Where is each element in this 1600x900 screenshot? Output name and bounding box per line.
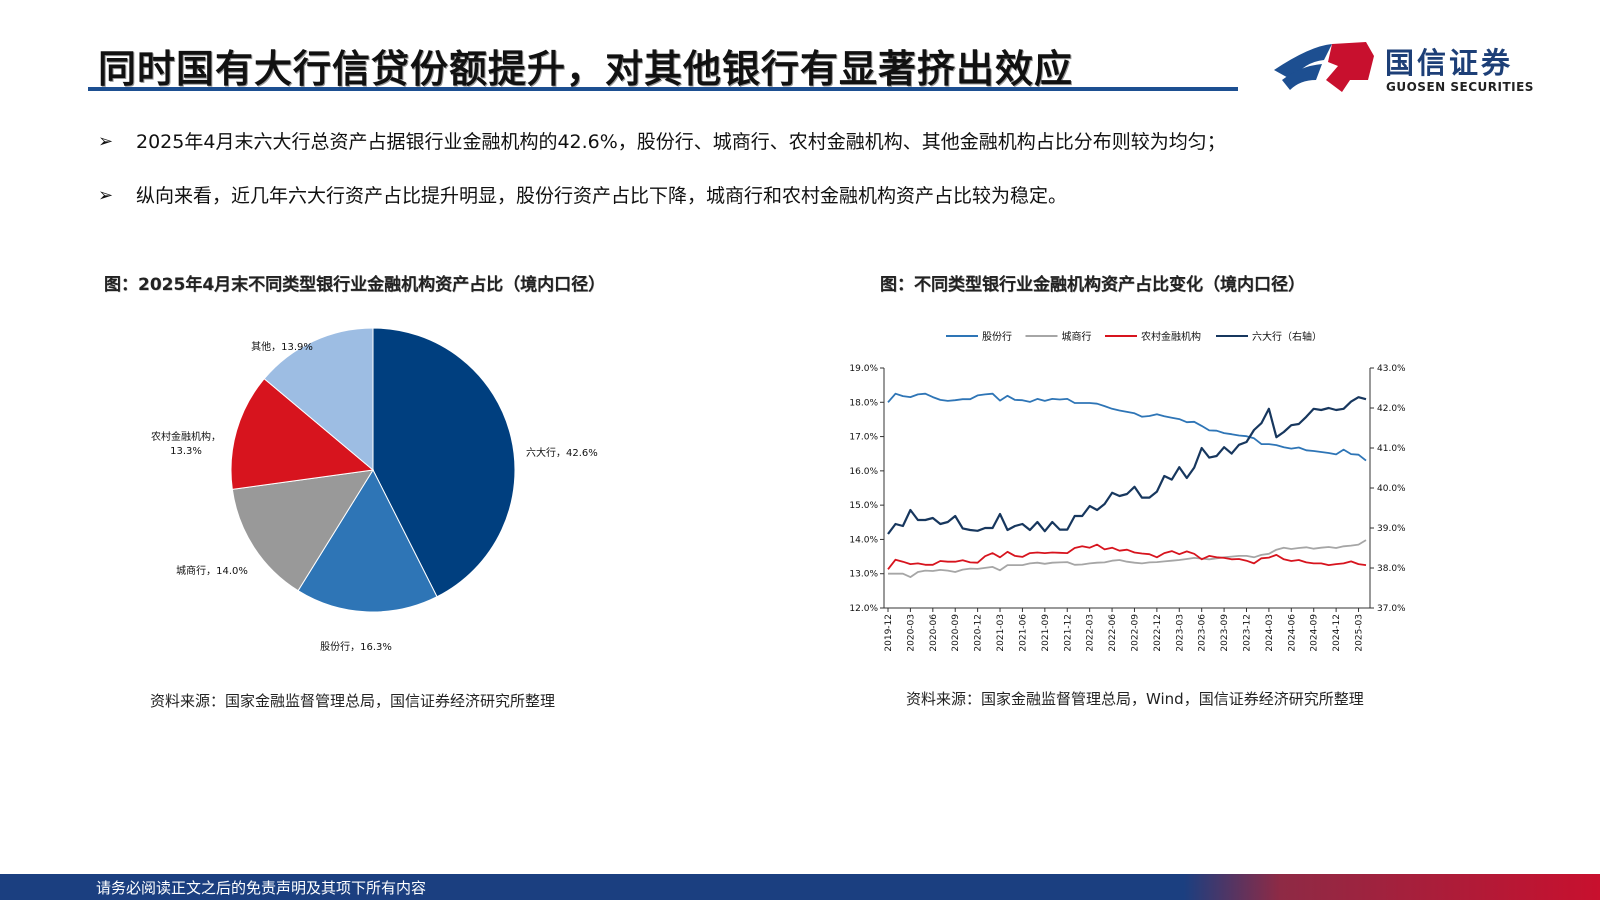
x-axis-tick-label: 2019-12 bbox=[884, 614, 894, 652]
x-axis-tick-label: 2022-12 bbox=[1153, 614, 1163, 652]
x-axis-tick-label: 2021-09 bbox=[1041, 614, 1051, 652]
bullet-text: 2025年4月末六大行总资产占据银行业金融机构的42.6%，股份行、城商行、农村… bbox=[136, 131, 1226, 153]
pie-slice-label: 其他，13.9% bbox=[251, 340, 313, 353]
right-axis-tick-label: 40.0% bbox=[1377, 484, 1406, 494]
guosen-logo: 国信证券 GUOSEN SECURITIES bbox=[1270, 36, 1570, 96]
x-axis-tick-label: 2025-03 bbox=[1355, 614, 1365, 652]
line-chart: 12.0% 13.0% 14.0% 15.0% 16.0% 17.0% 18.0% 19.0%… bbox=[849, 330, 1406, 652]
arrow-bullet-icon: ➢ bbox=[98, 131, 114, 152]
pie-slice-3 bbox=[231, 469, 374, 592]
legend-label: 股份行 bbox=[982, 330, 1012, 343]
right-axis-tick-label: 43.0% bbox=[1377, 364, 1406, 374]
left-axis-tick-label: 17.0% bbox=[849, 433, 878, 443]
legend-label: 六大行（右轴） bbox=[1252, 330, 1322, 343]
x-axis-tick-label: 2023-12 bbox=[1243, 614, 1253, 652]
right-axis-tick-label: 39.0% bbox=[1377, 524, 1406, 534]
logo-chinese-name: 国信证券 bbox=[1385, 46, 1514, 80]
series-line-3 bbox=[887, 543, 1367, 570]
x-axis-tick-label: 2022-03 bbox=[1086, 614, 1096, 652]
left-axis-tick-label: 19.0% bbox=[849, 364, 878, 374]
legend-label: 农村金融机构 bbox=[1141, 330, 1201, 343]
bullet-item: ➢ 纵向来看，近几年六大行资产占比提升明显，股份行资产占比下降，城商行和农村金融… bbox=[98, 182, 1558, 236]
left-axis-tick-label: 15.0% bbox=[849, 501, 878, 511]
x-axis-tick-label: 2020-03 bbox=[906, 614, 916, 652]
bullet-text: 纵向来看，近几年六大行资产占比提升明显，股份行资产占比下降，城商行和农村金融机构… bbox=[136, 185, 1068, 207]
bullet-item: ➢ 2025年4月末六大行总资产占据银行业金融机构的42.6%，股份行、城商行、… bbox=[98, 128, 1558, 182]
line-chart-caption: 图：不同类型银行业金融机构资产占比变化（境内口径） bbox=[880, 275, 1305, 295]
pie-slice-label: 六大行，42.6% bbox=[526, 446, 598, 459]
x-axis-tick-label: 2023-09 bbox=[1220, 614, 1230, 652]
pie-chart: 六大行，42.6% 股份行，16.3% 城商行，14.0% 农村金融机构， 13.3% 其… bbox=[151, 327, 598, 653]
pie-slice-label: 城商行，14.0% bbox=[176, 564, 248, 577]
line-chart-source: 资料来源：国家金融监督管理总局，Wind，国信证券经济研究所整理 bbox=[906, 690, 1364, 708]
arrow-bullet-icon: ➢ bbox=[98, 185, 114, 206]
left-axis-tick-label: 12.0% bbox=[849, 604, 878, 614]
legend-label: 城商行 bbox=[1062, 330, 1092, 343]
pie-slice-label: 股份行，16.3% bbox=[320, 640, 392, 653]
pie-slice-5 bbox=[263, 327, 374, 472]
x-axis-tick-label: 2020-12 bbox=[974, 614, 984, 652]
pie-slice-2 bbox=[297, 468, 438, 613]
left-axis-tick-label: 18.0% bbox=[849, 398, 878, 408]
x-axis-tick-label: 2024-12 bbox=[1332, 614, 1342, 652]
title-underline bbox=[88, 87, 1238, 91]
pie-slice-1 bbox=[372, 327, 516, 598]
left-axis-tick-label: 16.0% bbox=[849, 467, 878, 477]
series-line-4 bbox=[887, 396, 1367, 535]
series-line-2 bbox=[888, 539, 1367, 579]
x-axis-tick-label: 2024-03 bbox=[1265, 614, 1275, 652]
right-axis-tick-label: 38.0% bbox=[1377, 564, 1406, 574]
x-axis-tick-label: 2022-09 bbox=[1130, 614, 1140, 652]
x-axis-tick-label: 2020-09 bbox=[951, 614, 961, 652]
guosen-logo-icon bbox=[1274, 42, 1374, 92]
logo-english-name: GUOSEN SECURITIES bbox=[1386, 80, 1534, 94]
x-axis-tick-label: 2022-06 bbox=[1108, 614, 1118, 652]
x-axis-tick-label: 2024-06 bbox=[1287, 614, 1297, 652]
x-axis-tick-label: 2024-09 bbox=[1310, 614, 1320, 652]
x-axis-tick-label: 2023-06 bbox=[1198, 614, 1208, 652]
pie-slice-label: 农村金融机构， 13.3% bbox=[151, 430, 221, 457]
x-axis-tick-label: 2020-06 bbox=[929, 614, 939, 652]
page-title: 同时国有大行信贷份额提升，对其他银行有显著挤出效应 bbox=[98, 47, 1074, 91]
x-axis-tick-label: 2021-12 bbox=[1063, 614, 1073, 652]
right-axis-tick-label: 42.0% bbox=[1377, 404, 1406, 414]
x-axis-tick-label: 2021-03 bbox=[996, 614, 1006, 652]
pie-slice-4 bbox=[230, 378, 375, 490]
left-axis-tick-label: 13.0% bbox=[849, 570, 878, 580]
pie-chart-caption: 图：2025年4月末不同类型银行业金融机构资产占比（境内口径） bbox=[104, 275, 606, 295]
series-line-1 bbox=[887, 392, 1367, 462]
right-axis-tick-label: 37.0% bbox=[1377, 604, 1406, 614]
footer-bar: 请务必阅读正文之后的免责声明及其项下所有内容 bbox=[0, 874, 1600, 900]
x-axis-tick-label: 2023-03 bbox=[1175, 614, 1185, 652]
pie-chart-source: 资料来源：国家金融监督管理总局，国信证券经济研究所整理 bbox=[150, 692, 556, 710]
right-axis-tick-label: 41.0% bbox=[1377, 444, 1406, 454]
footer-disclaimer: 请务必阅读正文之后的免责声明及其项下所有内容 bbox=[96, 879, 427, 897]
x-axis-tick-label: 2021-06 bbox=[1018, 614, 1028, 652]
bullet-list: ➢ 2025年4月末六大行总资产占据银行业金融机构的42.6%，股份行、城商行、… bbox=[98, 128, 1558, 236]
left-axis-tick-label: 14.0% bbox=[849, 535, 878, 545]
